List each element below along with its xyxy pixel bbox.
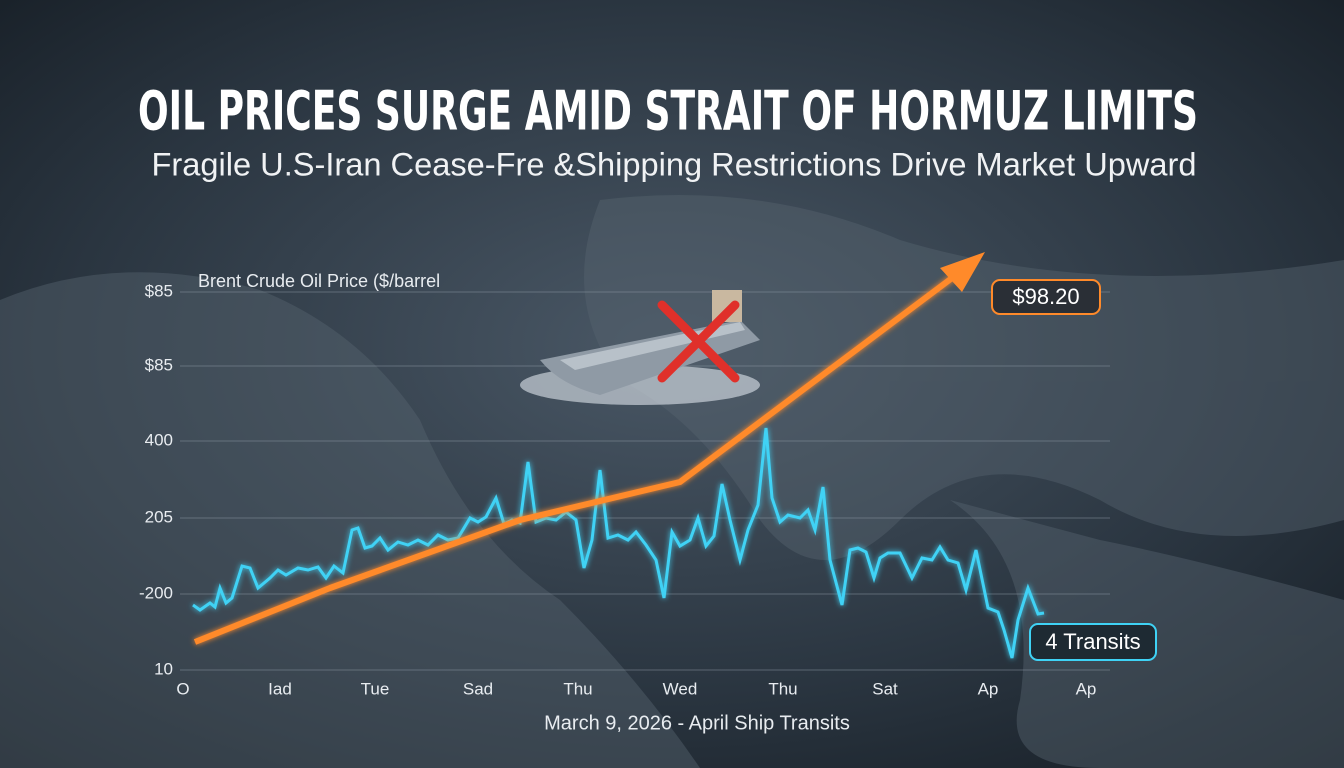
x-label: Wed — [663, 679, 698, 698]
subtitle: Fragile U.S-Iran Cease-Fre &Shipping Res… — [152, 146, 1197, 182]
transits-box — [1029, 623, 1157, 661]
x-label: O — [176, 679, 189, 698]
x-label: Thu — [768, 679, 797, 698]
y-label: 10 — [154, 659, 173, 678]
x-label: Sat — [872, 679, 898, 698]
x-label: Ap — [1076, 679, 1097, 698]
y-label: $85 — [145, 355, 173, 374]
y-axis: $85 $85 400 205 -200 10 — [139, 281, 173, 678]
x-label: Sad — [463, 679, 493, 698]
price-line — [193, 252, 985, 645]
x-label: Thu — [563, 679, 592, 698]
x-label: Ap — [978, 679, 999, 698]
y-label: $85 — [145, 281, 173, 300]
x-axis: O Iad Tue Sad Thu Wed Thu Sat Ap Ap — [176, 679, 1096, 698]
x-label: Tue — [361, 679, 390, 698]
y-label: 400 — [145, 430, 173, 449]
ship — [520, 290, 760, 405]
axis-title: Brent Crude Oil Price ($/barrel — [198, 271, 440, 291]
caption: March 9, 2026 - April Ship Transits — [544, 712, 850, 734]
transit-line — [192, 427, 1045, 659]
transits-label: 4 Transits — [1045, 629, 1140, 654]
price-label: $98.20 — [1012, 284, 1079, 309]
y-label: -200 — [139, 583, 173, 602]
title: OIL PRICES SURGE AMID STRAIT OF HORMUZ L… — [138, 80, 1198, 143]
price-box — [991, 279, 1101, 315]
x-label: Iad — [268, 679, 292, 698]
y-label: 205 — [145, 507, 173, 526]
